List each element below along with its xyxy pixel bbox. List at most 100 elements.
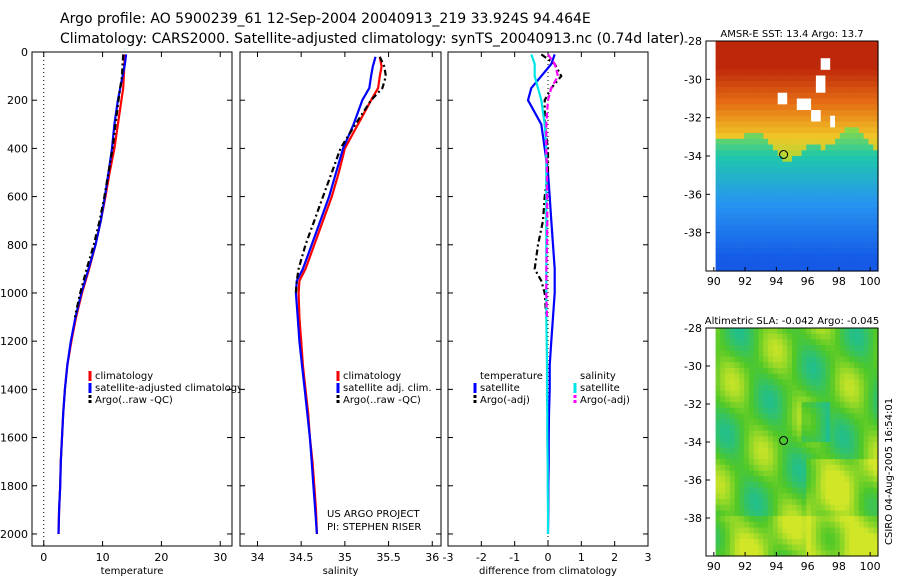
map-cell — [739, 521, 745, 529]
map-cell — [801, 436, 807, 443]
map-cell — [801, 196, 807, 203]
map-cell — [858, 190, 865, 197]
map-cell — [763, 92, 769, 100]
map-cell — [811, 219, 817, 226]
map-cell — [796, 476, 803, 483]
map-cell — [768, 413, 774, 420]
map-cell — [753, 213, 760, 220]
map-cell — [763, 510, 769, 517]
map-cell — [796, 179, 803, 186]
sst-map-panel: AMSR-E SST: 13.4 Argo: 13.790 92 94 96 98 100… — [684, 29, 881, 288]
map-cell — [873, 52, 879, 59]
map-cell — [801, 373, 807, 380]
map-cell — [849, 424, 855, 432]
map-cell — [830, 402, 836, 409]
map-cell — [863, 527, 870, 534]
map-cell — [744, 190, 750, 197]
map-cell — [863, 161, 870, 169]
map-cell — [729, 476, 736, 483]
map-cell — [772, 442, 779, 449]
map-cell — [811, 98, 817, 105]
map-cell — [734, 156, 741, 163]
map-cell — [758, 407, 764, 415]
map-cell — [868, 362, 874, 369]
map-cell — [844, 81, 850, 88]
map-cell — [758, 161, 764, 169]
map-cell — [825, 442, 831, 449]
map-cell — [825, 167, 831, 174]
map-cell — [863, 459, 870, 466]
map-cell — [715, 436, 721, 443]
map-cell — [830, 196, 836, 203]
x-tick-label-2: -2 — [476, 551, 487, 564]
map-cell — [729, 150, 736, 157]
map-cell — [849, 213, 855, 220]
map-cell — [729, 504, 736, 511]
map-cell — [763, 167, 769, 174]
map-cell — [873, 167, 879, 174]
map-cell — [777, 58, 784, 65]
map-cell — [725, 538, 731, 546]
map-cell — [868, 115, 874, 123]
map-cell — [801, 190, 807, 197]
map-cell — [753, 190, 760, 197]
map-cell — [725, 402, 731, 409]
map-cell — [801, 516, 807, 523]
map-cell — [734, 225, 741, 232]
map-cell — [868, 127, 874, 134]
map-cell — [782, 230, 788, 238]
map-cell — [749, 481, 755, 489]
map-cell — [792, 179, 798, 186]
map-cell — [744, 538, 750, 546]
map-cell — [777, 544, 784, 551]
map-cell — [873, 533, 879, 540]
map-cell — [815, 46, 822, 54]
map-cell — [739, 493, 745, 500]
map-cell — [825, 236, 831, 243]
map-cell — [796, 173, 803, 180]
map-cell — [868, 202, 874, 209]
map-cell — [863, 92, 870, 100]
map-cell — [844, 333, 850, 340]
map-cell — [792, 242, 798, 249]
map-cell — [720, 481, 726, 489]
temp-legend-label-2: Argo(..raw -QC) — [95, 395, 173, 406]
map-cell — [839, 390, 846, 397]
map-cell — [796, 339, 803, 346]
map-cell — [792, 345, 798, 352]
map-cell — [868, 81, 874, 88]
map-cell — [801, 550, 807, 557]
map-cell — [763, 81, 769, 88]
map-cell — [835, 413, 841, 420]
map-cell — [787, 75, 793, 82]
map-cell — [873, 202, 879, 209]
map-cell — [854, 527, 860, 534]
map-cell — [830, 459, 836, 466]
map-cell — [844, 544, 850, 551]
map-cell — [825, 156, 831, 163]
map-cell — [734, 265, 741, 272]
map-cell — [801, 447, 807, 454]
map-cell — [868, 527, 874, 534]
map-cell — [854, 538, 860, 546]
map-cell — [753, 167, 760, 174]
map-cell — [758, 550, 764, 557]
map-y-tick-label-3: -28 — [684, 35, 702, 48]
map-cell — [758, 356, 764, 363]
map-cell — [763, 121, 769, 128]
map-cell — [763, 58, 769, 65]
map-cell — [835, 550, 841, 557]
map-cell — [734, 87, 741, 94]
map-cell — [753, 413, 760, 420]
map-cell — [806, 356, 812, 363]
map-cell — [739, 133, 745, 140]
map-cell — [844, 179, 850, 186]
map-cell — [782, 413, 788, 420]
map-cell — [873, 350, 879, 358]
map-cell — [729, 339, 736, 346]
x-axis-label-2: difference from climatology — [479, 566, 617, 577]
map-cell — [787, 356, 793, 363]
map-cell — [863, 362, 870, 369]
map-cell — [792, 230, 798, 238]
map-cell — [796, 230, 803, 238]
